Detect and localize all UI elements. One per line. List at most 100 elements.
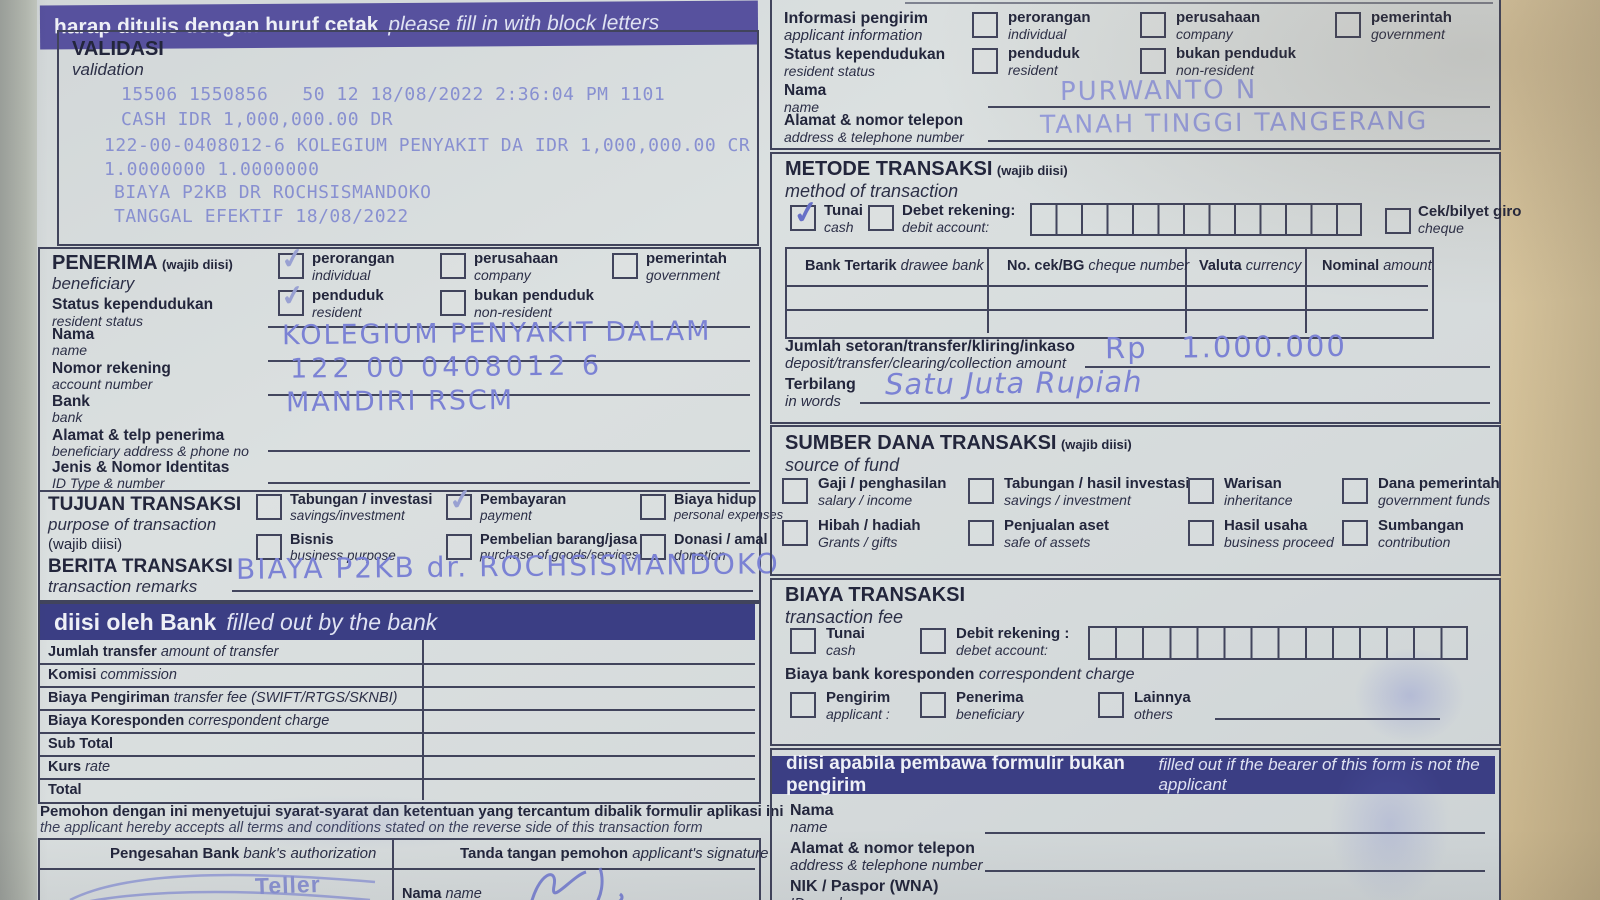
metode-title: METODE TRANSAKSI (wajib diisi) — [785, 158, 1068, 180]
penerima-alamat-line[interactable] — [268, 450, 750, 452]
metode-words-line[interactable] — [860, 402, 1490, 404]
section-pengirim — [770, 0, 1501, 150]
checkbox-sumber-hasil-usaha[interactable]: ✓ — [1188, 520, 1214, 546]
berita-line[interactable] — [232, 590, 753, 592]
checkbox-tujuan-tabungan[interactable]: ✓ — [256, 494, 282, 520]
biaya-penerima-label: Penerima beneficiary — [956, 689, 1024, 722]
checkbox-metode-cek[interactable]: ✓ — [1385, 208, 1411, 234]
row-divider — [40, 778, 755, 780]
penerima-identitas-line[interactable] — [268, 482, 750, 484]
checkmark-icon: ✓ — [446, 482, 475, 517]
checkbox-pengirim-penduduk[interactable]: ✓ — [972, 48, 998, 74]
penerima-nama-line[interactable] — [268, 326, 750, 328]
checkbox-pengirim-pemerintah[interactable]: ✓ — [1335, 12, 1361, 38]
biaya-debit-account-grid[interactable] — [1088, 626, 1468, 660]
checkbox-biaya-penerima[interactable]: ✓ — [920, 692, 946, 718]
checkbox-metode-tunai[interactable]: ✓ — [790, 193, 821, 232]
sumber-warisan-label: Warisan inheritance — [1224, 475, 1293, 508]
penerima-bank-label: Bank — [52, 393, 90, 410]
tujuan-bisnis-label: Bisnis business purpose — [290, 532, 396, 564]
validation-stamp-line: 1.0000000 1.0000000 — [104, 159, 320, 180]
sumber-subtitle: source of fund — [785, 455, 900, 475]
penerima-identitas-sublabel: ID Type & number — [52, 475, 165, 491]
bank-fill-subtitle: filled out by the bank — [226, 608, 438, 635]
pengirim-alamat-label: Alamat & nomor telepon — [784, 112, 964, 129]
pengirim-status-sublabel: resident status — [784, 63, 876, 79]
section-tujuan — [38, 490, 761, 602]
validation-stamp-line: CASH IDR 1,000,000.00 DR — [121, 109, 394, 130]
checkbox-sumber-warisan[interactable]: ✓ — [1188, 478, 1214, 504]
row-divider — [40, 686, 755, 688]
table-header-bank-tertarik: Bank Tertarik drawee bank — [805, 258, 984, 274]
pengirim-pemerintah-label: pemerintah government — [1371, 9, 1452, 42]
section-bearer — [770, 748, 1501, 900]
bearer-nama-line[interactable] — [985, 832, 1485, 834]
penerima-rekening-line[interactable] — [268, 360, 750, 362]
section-validasi: VALIDASI validation 15506 1550856 50 12 … — [57, 30, 759, 246]
bearer-nama-sublabel: name — [790, 819, 828, 836]
metode-tunai-label: Tunai cash — [824, 202, 863, 235]
berita-title: BERITA TRANSAKSI — [48, 556, 233, 577]
checkbox-biaya-pengirim[interactable]: ✓ — [790, 692, 816, 718]
checkbox-penerima-pemerintah[interactable]: ✓ — [612, 253, 638, 279]
checkbox-pengirim-perorangan[interactable]: ✓ — [972, 12, 998, 38]
checkbox-sumber-hibah[interactable]: ✓ — [782, 520, 808, 546]
checkbox-sumber-penjualan[interactable]: ✓ — [968, 520, 994, 546]
pengirim-alamat-line[interactable] — [988, 140, 1490, 142]
sumber-penjualan-label: Penjualan aset safe of assets — [1004, 517, 1110, 550]
terms-id: Pemohon dengan ini menyetujui syarat-sya… — [40, 803, 784, 820]
validation-stamp-line: TANGGAL EFEKTIF 18/08/2022 — [114, 206, 409, 227]
checkbox-sumber-gaji[interactable]: ✓ — [782, 478, 808, 504]
desk-background — [1500, 0, 1600, 900]
checkbox-pengirim-perusahaan[interactable]: ✓ — [1140, 12, 1166, 38]
validation-stamp-line: BIAYA P2KB DR ROCHSISMANDOKO — [114, 182, 432, 203]
tujuan-pembayaran-label: Pembayaran payment — [480, 492, 567, 524]
validasi-title: VALIDASI — [72, 38, 164, 60]
penerima-nama-sublabel: name — [52, 342, 88, 358]
checkbox-sumber-sumbangan[interactable]: ✓ — [1342, 520, 1368, 546]
checkbox-tujuan-bisnis[interactable]: ✓ — [256, 534, 282, 560]
bearer-alamat-label: Alamat & nomor telepon — [790, 840, 975, 857]
pengirim-status-label: Status kependudukan — [784, 46, 946, 63]
sumber-title: SUMBER DANA TRANSAKSI (wajib diisi) — [785, 432, 1132, 454]
handwriting-words: Satu Juta Rupiah — [884, 364, 1143, 402]
penerima-penduduk-label: penduduk resident — [312, 287, 384, 320]
biaya-lainnya-line[interactable] — [1215, 718, 1440, 720]
checkbox-metode-debet[interactable]: ✓ — [868, 205, 894, 231]
checkbox-tujuan-pembelian[interactable]: ✓ — [446, 534, 472, 560]
checkbox-penerima-perorangan[interactable]: ✓ — [278, 242, 306, 279]
col-divider — [987, 249, 989, 333]
bearer-alamat-line[interactable] — [985, 870, 1485, 872]
checkmark-icon: ✓ — [790, 193, 822, 232]
tujuan-donasi-label: Donasi / amal donation — [674, 532, 768, 564]
metode-words-label: Terbilang — [785, 376, 856, 393]
checkbox-tujuan-donasi[interactable]: ✓ — [640, 534, 666, 560]
checkbox-penerima-penduduk[interactable]: ✓ — [278, 279, 306, 316]
bank-fill-row-label: Kurs rate — [48, 759, 111, 775]
penerima-bank-line[interactable] — [268, 394, 750, 396]
checkbox-biaya-tunai[interactable]: ✓ — [790, 628, 816, 654]
checkbox-sumber-tabungan[interactable]: ✓ — [968, 478, 994, 504]
checkbox-pengirim-bukan-penduduk[interactable]: ✓ — [1140, 48, 1166, 74]
pengirim-nama-line[interactable] — [988, 106, 1490, 108]
sumber-sumbangan-label: Sumbangan contribution — [1378, 517, 1464, 550]
handwriting-amount: Rp 1.000.000 — [1104, 328, 1347, 366]
checkbox-tujuan-pembayaran[interactable]: ✓ — [446, 483, 474, 520]
checkbox-biaya-lainnya[interactable]: ✓ — [1098, 692, 1124, 718]
checkbox-sumber-dana-pemerintah[interactable]: ✓ — [1342, 478, 1368, 504]
debet-account-number-grid[interactable] — [1030, 203, 1362, 236]
metode-amount-line[interactable] — [1085, 366, 1490, 368]
penerima-identitas-label: Jenis & Nomor Identitas — [52, 459, 230, 476]
checkbox-penerima-bukan-penduduk[interactable]: ✓ — [440, 290, 466, 316]
checkbox-tujuan-biaya-hidup[interactable]: ✓ — [640, 494, 666, 520]
validation-stamp-line: 15506 1550856 50 12 18/08/2022 2:36:04 P… — [121, 84, 666, 105]
bank-fill-header: diisi oleh Bank filled out by the bank — [40, 604, 755, 640]
bank-fill-row-label: Komisi commission — [48, 667, 177, 683]
table-header-no-cek: No. cek/BG cheque number — [1007, 258, 1190, 274]
checkbox-biaya-debit[interactable]: ✓ — [920, 628, 946, 654]
bearer-nik-sublabel: ID number — [790, 895, 860, 900]
row-divider — [787, 285, 1428, 287]
checkbox-penerima-perusahaan[interactable]: ✓ — [440, 253, 466, 279]
col-divider — [1305, 249, 1307, 333]
penerima-subtitle: beneficiary — [52, 274, 135, 293]
